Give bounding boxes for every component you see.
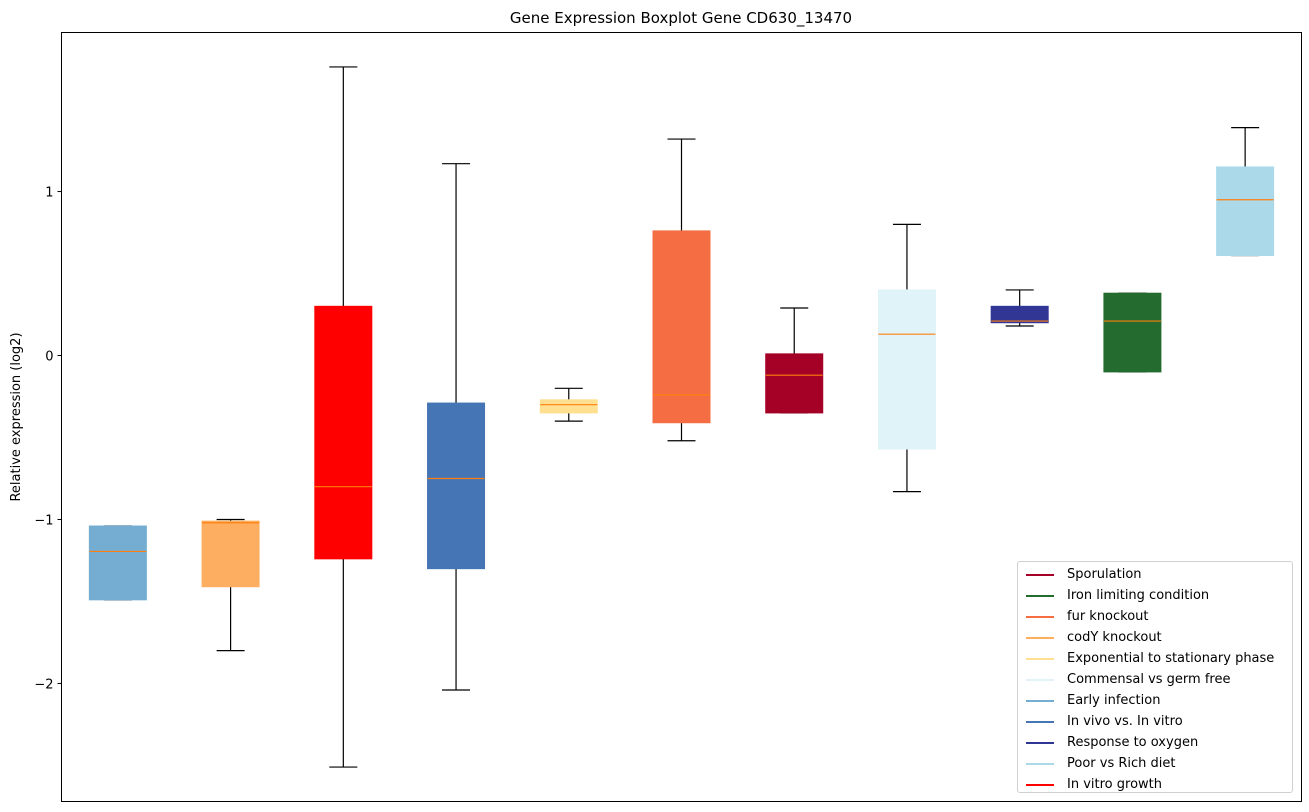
legend-label: fur knockout <box>1067 609 1149 624</box>
legend-label: codY knockout <box>1067 630 1162 645</box>
legend-label: Response to oxygen <box>1067 735 1199 750</box>
box-body <box>765 353 824 414</box>
legend-label: Exponential to stationary phase <box>1067 651 1275 666</box>
box-exponential-to-stationary-phase <box>539 387 598 422</box>
y-tick-label: 1 <box>45 186 53 201</box>
legend-item: Early infection <box>1026 690 1292 711</box>
legend-line-icon <box>1026 636 1054 639</box>
legend-label: Iron limiting condition <box>1067 588 1210 603</box>
box-body <box>1103 292 1162 373</box>
y-tick-label: 0 <box>45 350 53 365</box>
legend-item: In vitro growth <box>1026 774 1292 795</box>
legend-line-icon <box>1026 615 1054 618</box>
box-commensal-vs-germ-free <box>877 223 936 493</box>
box-body <box>88 525 147 601</box>
legend-item: In vivo vs. In vitro <box>1026 711 1292 732</box>
legend-item: Response to oxygen <box>1026 732 1292 753</box>
y-tick-label: −1 <box>34 513 53 528</box>
legend-label: In vivo vs. In vitro <box>1067 714 1183 729</box>
legend-item: codY knockout <box>1026 627 1292 648</box>
box-body <box>652 230 711 424</box>
box-body <box>314 305 373 560</box>
legend-item: fur knockout <box>1026 606 1292 627</box>
legend-label: Poor vs Rich diet <box>1067 756 1176 771</box>
box-iron-limiting-condition <box>1103 292 1162 373</box>
box-early-infection <box>88 525 147 601</box>
legend-label: In vitro growth <box>1067 777 1162 792</box>
box-poor-vs-rich-diet <box>1216 127 1275 257</box>
legend-line-icon <box>1026 657 1054 660</box>
legend-label: Early infection <box>1067 693 1161 708</box>
legend-item: Commensal vs germ free <box>1026 669 1292 690</box>
box-body <box>990 305 1049 324</box>
y-axis-label: Relative expression (log2) <box>9 332 24 501</box>
plot-frame <box>61 32 1302 802</box>
box-fur-knockout <box>652 138 711 442</box>
legend-item: Sporulation <box>1026 564 1292 585</box>
box-sporulation <box>765 307 824 414</box>
legend-line-icon <box>1026 762 1054 765</box>
legend-item: Iron limiting condition <box>1026 585 1292 606</box>
legend-line-icon <box>1026 573 1054 576</box>
box-body <box>201 520 260 588</box>
box-in-vivo-vs-in-vitro <box>427 163 486 691</box>
box-response-to-oxygen <box>990 289 1049 327</box>
legend-line-icon <box>1026 678 1054 681</box>
box-body <box>877 289 936 450</box>
box-body <box>539 399 598 414</box>
legend-line-icon <box>1026 594 1054 597</box>
box-body <box>427 402 486 570</box>
legend-line-icon <box>1026 741 1054 744</box>
legend-line-icon <box>1026 699 1054 702</box>
chart-title: Gene Expression Boxplot Gene CD630_13470 <box>510 9 852 28</box>
legend-item: Exponential to stationary phase <box>1026 648 1292 669</box>
y-tick-label: −2 <box>34 677 53 692</box>
legend-label: Sporulation <box>1067 567 1142 582</box>
legend-item: Poor vs Rich diet <box>1026 753 1292 774</box>
legend-line-icon <box>1026 783 1054 786</box>
box-in-vitro-growth <box>314 66 373 768</box>
legend-line-icon <box>1026 720 1054 723</box>
legend-label: Commensal vs germ free <box>1067 672 1231 687</box>
box-body <box>1216 166 1275 256</box>
box-cody-knockout <box>201 518 260 652</box>
legend: Sporulation Iron limiting condition fur kn… <box>1017 561 1293 793</box>
